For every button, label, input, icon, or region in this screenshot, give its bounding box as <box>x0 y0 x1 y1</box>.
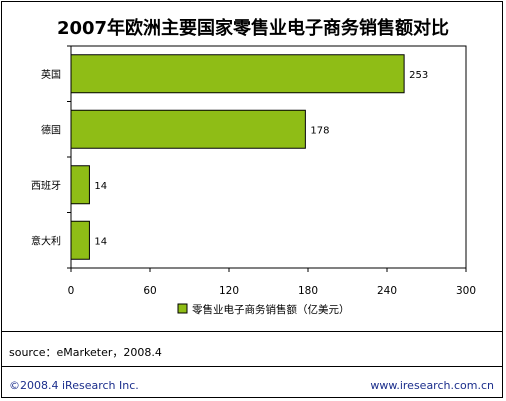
website-link[interactable]: www.iresearch.com.cn <box>370 379 494 392</box>
data-label: 178 <box>310 125 329 136</box>
data-label: 14 <box>94 236 107 247</box>
chart-title: 2007年欧洲主要国家零售业电子商务销售额对比 <box>56 18 450 39</box>
x-tick-label: 180 <box>298 285 318 297</box>
source-note: source：eMarketer，2008.4 <box>9 346 162 359</box>
data-label: 253 <box>409 70 428 81</box>
data-label: 14 <box>94 181 107 192</box>
y-tick-label: 西班牙 <box>31 180 61 192</box>
y-tick-label: 德国 <box>41 123 61 136</box>
bar-1[interactable] <box>70 109 306 149</box>
x-tick-label: 240 <box>377 285 397 297</box>
bar-2[interactable] <box>70 165 90 205</box>
x-tick-label: 300 <box>456 285 476 297</box>
y-tick-label: 英国 <box>41 68 61 81</box>
legend-swatch <box>177 303 188 314</box>
x-tick-label: 120 <box>219 285 239 297</box>
bar-0[interactable] <box>70 54 405 94</box>
x-tick-label: 0 <box>68 285 75 297</box>
copyright-note: ©2008.4 iResearch Inc. <box>9 379 139 392</box>
divider-top <box>2 331 502 332</box>
y-tick-label: 意大利 <box>31 234 61 247</box>
legend-label: 零售业电子商务销售额（亿美元） <box>192 303 350 316</box>
bar-3[interactable] <box>70 220 90 260</box>
x-tick-label: 60 <box>143 285 156 297</box>
divider-bottom <box>2 366 502 367</box>
